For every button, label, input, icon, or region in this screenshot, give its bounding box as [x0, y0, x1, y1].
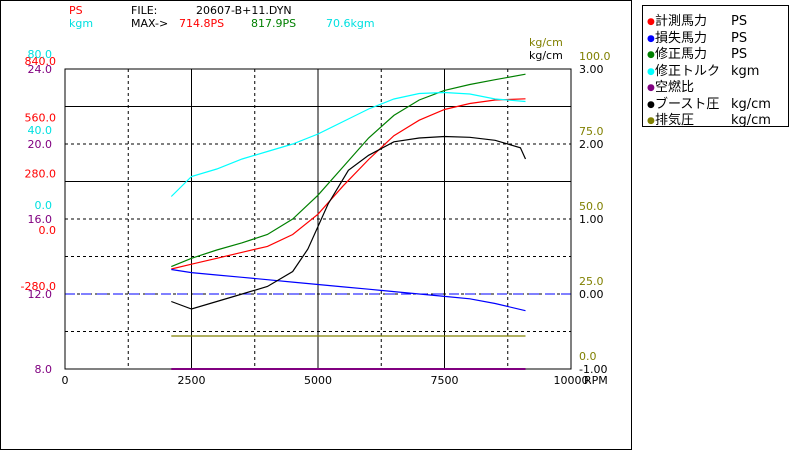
air-fuel-tick-label: 20.0: [28, 138, 53, 151]
air-fuel-tick-label: 24.0: [28, 63, 53, 76]
boost-tick-label: 3.00: [579, 63, 604, 76]
power-tick-label: 840.0: [25, 55, 57, 68]
legend-item: ●損失馬力 PS: [647, 27, 748, 46]
kgm-header-label: kgm: [69, 17, 94, 30]
legend-marker-icon: ●: [647, 83, 655, 93]
x-tick-label: 5000: [304, 374, 332, 387]
max-corrected-power: 817.9PS: [251, 17, 297, 30]
ps-header-label: PS: [69, 4, 83, 17]
legend-series-name: 空燃比: [655, 80, 695, 95]
legend-item: ●ブースト圧 kg/cm: [647, 93, 771, 112]
legend-series-unit: PS: [731, 14, 748, 29]
boost-tick-label: 2.00: [579, 138, 604, 151]
legend-series-name: 計測馬力: [655, 14, 708, 29]
legend-box: ●計測馬力 PS ●損失馬力 PS ●修正馬力 PS ●修正トルク kgm ●空燃比 ●ブースト圧…: [642, 5, 789, 128]
legend-series-unit: kg/cm: [731, 113, 771, 128]
x-tick-label: 0: [62, 374, 69, 387]
legend-marker-icon: ●: [647, 50, 655, 60]
legend-item: ●修正トルク kgm: [647, 60, 760, 79]
x-axis-label: RPM: [584, 374, 608, 387]
boost-tick-label: 0.00: [579, 288, 604, 301]
legend-item: ●空燃比: [647, 76, 731, 95]
exhaust-tick-label: 75.0: [579, 125, 604, 138]
legend-series-unit: kgm: [731, 63, 760, 79]
exhaust-tick-label: 100.0: [579, 50, 611, 63]
legend-item: ●計測馬力 PS: [647, 10, 748, 29]
x-tick-label: 7500: [431, 374, 459, 387]
torque-tick-label: 80.0: [28, 48, 53, 61]
legend-marker-icon: ●: [647, 33, 655, 44]
boost-tick-label: -1.00: [579, 363, 607, 376]
legend-marker-icon: ●: [647, 116, 655, 126]
legend-series-unit: kg/cm: [731, 96, 771, 112]
file-label: FILE:: [131, 4, 158, 17]
exhaust-tick-label: 50.0: [579, 200, 604, 213]
legend-series-unit: PS: [731, 47, 748, 62]
series-line: [170, 91, 526, 197]
power-tick-label: 280.0: [25, 168, 57, 181]
legend-series-name: 修正馬力: [655, 47, 708, 62]
max-measured-power: 714.8PS: [179, 17, 225, 30]
exhaust-unit-label: kg/cm: [529, 36, 563, 49]
legend-series-name: ブースト圧: [655, 96, 720, 112]
torque-tick-label: 0.0: [35, 199, 53, 212]
legend-marker-icon: ●: [647, 99, 655, 110]
air-fuel-tick-label: 12.0: [28, 288, 53, 301]
power-tick-label: 560.0: [25, 111, 57, 124]
file-name: 20607-B+11.DYN: [196, 4, 292, 17]
legend-item: ●修正馬力 PS: [647, 43, 748, 62]
legend-item: ●排気圧 kg/cm: [647, 109, 771, 128]
series-line: [171, 135, 527, 310]
air-fuel-tick-label: 16.0: [28, 213, 53, 226]
power-tick-label: 0.0: [39, 224, 57, 237]
exhaust-tick-label: 0.0: [579, 350, 597, 363]
x-tick-label: 10000: [554, 374, 589, 387]
x-tick-label: 2500: [178, 374, 206, 387]
legend-series-name: 損失馬力: [655, 30, 708, 46]
exhaust-tick-label: 25.0: [579, 275, 604, 288]
legend-series-name: 修正トルク: [655, 63, 721, 79]
max-label: MAX->: [131, 17, 169, 30]
torque-tick-label: 40.0: [28, 124, 53, 137]
series-line: [171, 268, 526, 312]
boost-tick-label: 1.00: [579, 213, 604, 226]
max-corrected-torque: 70.6kgm: [326, 17, 375, 30]
air-fuel-tick-label: 8.0: [35, 363, 53, 376]
power-tick-label: -280.0: [21, 280, 56, 293]
boost-unit-label: kg/cm: [529, 49, 563, 62]
legend-marker-icon: ●: [647, 17, 655, 27]
series-line: [171, 98, 526, 270]
legend-marker-icon: ●: [647, 66, 655, 77]
series-line: [171, 73, 526, 268]
dyno-chart: 840.0 560.0 280.0 0.0 -280.0 80.0 40.0 0.0 24.0 2…: [21, 36, 611, 387]
legend-series-name: 排気圧: [655, 113, 695, 128]
legend-series-unit: PS: [731, 30, 748, 46]
dyno-chart-panel: PS kgm FILE: 20607-B+11.DYN MAX-> 714.8P…: [0, 0, 632, 450]
